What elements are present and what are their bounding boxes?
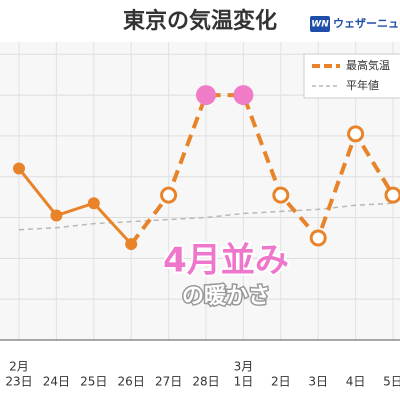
observed-point [125,238,138,251]
highlight-point [196,85,216,106]
legend-label: 平年値 [346,78,379,92]
logo-text: ウェザーニュース [333,17,400,30]
x-tick-label: 5日 [383,375,400,389]
x-month-label: 2月 [9,360,29,374]
x-month-label: 3月 [234,360,254,374]
chart-title: 東京の気温変化 [123,8,277,34]
observed-point [50,209,63,222]
x-tick-label: 24日 [43,375,70,389]
x-tick-label: 4日 [346,375,366,389]
x-tick-label: 23日 [5,375,32,389]
x-tick-label: 27日 [155,375,182,389]
annotation-sub: の暖かさ [182,284,270,309]
annotation: 4月並み [163,241,289,281]
x-tick-label: 2日 [271,375,291,389]
legend-label: 最高気温 [346,58,390,72]
x-tick-label: 3日 [308,375,328,389]
forecast-point [309,229,327,247]
legend-box [303,53,400,99]
forecast-point [384,186,400,204]
observed-point [87,197,100,210]
x-tick-label: 26日 [118,375,145,389]
forecast-point [347,125,365,143]
logo-mark: WN [311,20,329,30]
highlight-point [233,85,254,106]
forecast-point [272,186,290,204]
logo-box [310,16,330,32]
x-tick-label: 28日 [192,375,219,389]
observed-point [13,162,25,175]
observed-line [17,167,133,246]
x-tick-label: 1日 [234,375,254,389]
forecast-point [160,186,178,204]
forecast-line [129,93,395,246]
x-tick-label: 25日 [80,375,107,389]
